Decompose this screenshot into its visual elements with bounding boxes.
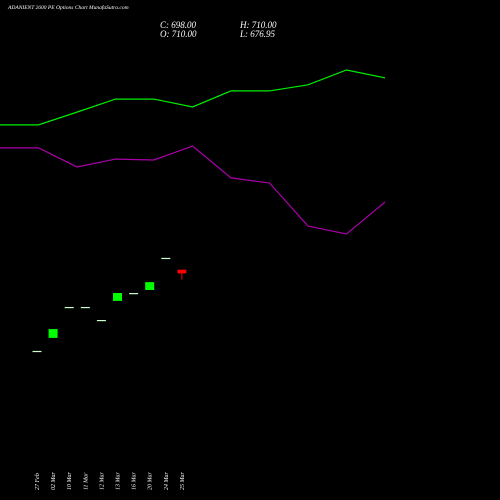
candle-body: [64, 306, 74, 309]
x-tick-label: 10 Mar: [67, 472, 73, 490]
ohlc-low: L: 676.95: [239, 29, 276, 39]
x-tick-label: 16 Mar: [132, 472, 138, 490]
x-tick-label: 20 Mar: [148, 472, 154, 490]
ohlc-open: O: 710.00: [160, 29, 197, 39]
candle-body: [80, 306, 90, 309]
candle-body: [48, 329, 58, 338]
x-tick-label: 12 Mar: [99, 472, 105, 490]
indicator-line: [0, 145, 386, 235]
x-tick-label: 13 Mar: [116, 472, 122, 490]
x-tick-label: 24 Mar: [163, 472, 170, 490]
ohlc-close: C: 698.00: [160, 20, 197, 30]
x-tick-label: 11 Mar: [83, 472, 89, 490]
candle-body: [113, 293, 122, 301]
candle-body: [96, 320, 106, 322]
candle-body: [161, 257, 171, 260]
ohlc-high: H: 710.00: [239, 20, 277, 30]
candle-body: [32, 350, 42, 353]
candle-body: [177, 269, 187, 274]
chart-title: ADANIENT 2600 PE Options Chart MunafaSut…: [7, 4, 129, 11]
x-tick-label: 27 Feb: [35, 473, 41, 490]
x-tick-label: 25 Mar: [180, 472, 186, 490]
x-tick-label: 02 Mar: [51, 472, 57, 490]
indicator-line: [0, 69, 386, 126]
candle-body: [145, 282, 155, 290]
candle-body: [129, 293, 139, 295]
